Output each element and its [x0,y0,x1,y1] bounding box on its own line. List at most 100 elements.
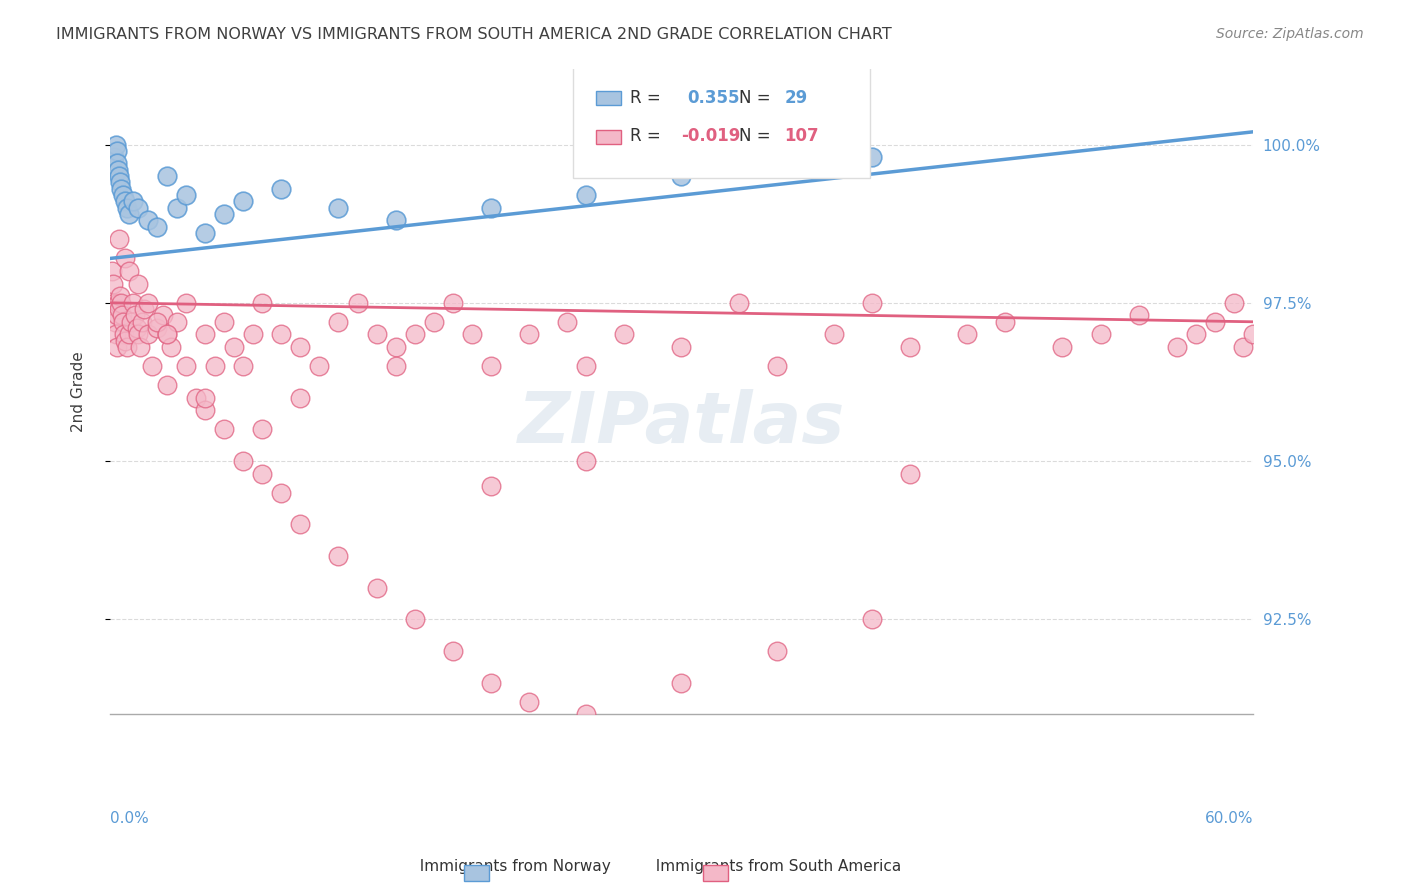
Point [270,485,292,500]
Text: Immigrants from Norway: Immigrants from Norway [411,859,630,874]
Point [823,327,845,342]
Point [107,295,129,310]
Point [613,327,636,342]
Point [104,327,127,342]
Point [112,327,135,342]
Point [765,644,787,658]
Point [727,295,749,310]
Point [384,340,406,354]
Point [308,359,330,373]
Point [115,340,138,354]
Point [555,315,578,329]
Point [1232,340,1254,354]
FancyBboxPatch shape [596,91,621,105]
Point [404,612,426,626]
Point [194,226,217,240]
Text: 60.0%: 60.0% [1205,811,1253,826]
Point [212,315,235,329]
Point [114,252,136,266]
Point [1204,315,1226,329]
FancyBboxPatch shape [572,43,870,178]
Point [110,295,132,310]
Point [127,201,149,215]
Point [112,188,135,202]
Point [101,277,124,291]
Text: R =: R = [630,128,666,145]
Point [575,188,598,202]
Point [105,340,128,354]
Point [404,327,426,342]
Point [107,162,129,177]
Point [121,194,143,209]
Text: N =: N = [738,88,776,106]
Point [131,315,153,329]
Point [146,315,169,329]
Point [184,391,207,405]
Point [105,144,128,158]
Point [108,302,131,317]
Point [136,327,159,342]
Point [479,479,502,493]
Point [1128,309,1150,323]
Point [110,176,132,190]
Point [384,359,406,373]
Point [1090,327,1112,342]
Point [108,232,131,246]
Point [479,201,502,215]
Text: 0.0%: 0.0% [110,811,149,826]
Point [118,327,141,342]
Point [166,315,188,329]
Point [461,327,484,342]
Point [124,309,146,323]
Point [956,327,979,342]
Point [103,295,125,310]
Point [671,675,693,690]
Point [194,403,217,417]
Point [479,359,502,373]
Point [156,327,179,342]
Point [127,327,149,342]
Point [328,549,350,563]
Point [1223,295,1246,310]
Point [204,359,226,373]
Point [134,302,156,317]
Point [194,327,217,342]
Point [860,150,883,164]
Text: 29: 29 [785,88,807,106]
Point [1241,327,1264,342]
Point [441,295,464,310]
Point [575,454,598,468]
Point [765,359,787,373]
Point [159,340,181,354]
Text: R =: R = [630,88,666,106]
Point [156,169,179,183]
Point [252,467,274,481]
Point [270,182,292,196]
Text: IMMIGRANTS FROM NORWAY VS IMMIGRANTS FROM SOUTH AMERICA 2ND GRADE CORRELATION CH: IMMIGRANTS FROM NORWAY VS IMMIGRANTS FRO… [56,27,891,42]
Point [166,201,188,215]
Text: -0.019: -0.019 [682,128,741,145]
Point [114,194,136,209]
Point [107,309,129,323]
Point [671,340,693,354]
Point [1185,327,1208,342]
Point [100,264,122,278]
Point [328,201,350,215]
Text: 0.355: 0.355 [688,88,740,106]
FancyBboxPatch shape [596,130,621,145]
Text: ZIPatlas: ZIPatlas [517,389,845,458]
Point [103,150,125,164]
Point [232,194,254,209]
Point [111,309,134,323]
Point [898,340,921,354]
Point [146,321,169,335]
Point [290,391,312,405]
Point [860,612,883,626]
Point [366,327,388,342]
Point [441,644,464,658]
Point [114,334,136,348]
Point [156,327,179,342]
Point [136,295,159,310]
Point [115,201,138,215]
Point [152,309,174,323]
